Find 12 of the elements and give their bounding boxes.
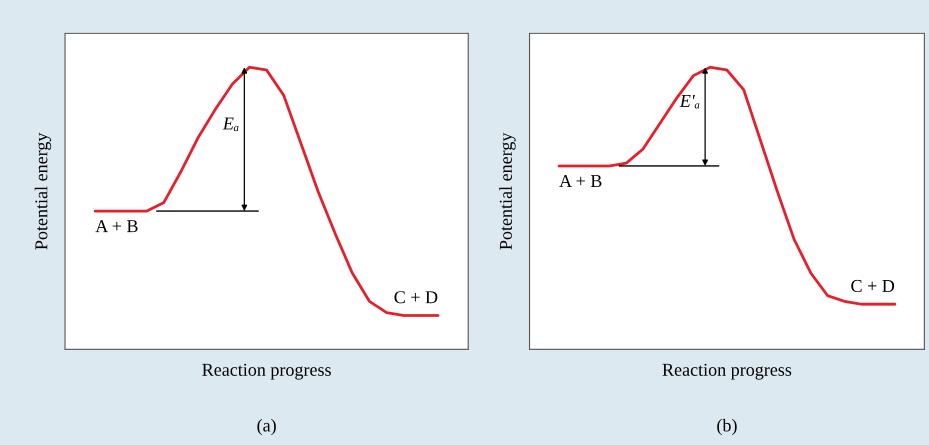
y-axis-title: Potential energy <box>499 132 516 250</box>
y-axis-title: Potential energy <box>34 132 52 250</box>
text: (b) <box>717 418 737 436</box>
x-axis-title: Reaction progress <box>662 364 792 380</box>
annotation: A + B <box>559 175 602 188</box>
text: (a) <box>257 418 276 436</box>
annotation: C + D <box>394 291 438 304</box>
annotation: A + B <box>95 220 138 232</box>
annotation: Eₐ <box>222 118 238 132</box>
x-axis-title: Reaction progress <box>202 364 331 380</box>
annotation: E′ₐ <box>680 95 700 109</box>
annotation: C + D <box>851 280 894 292</box>
